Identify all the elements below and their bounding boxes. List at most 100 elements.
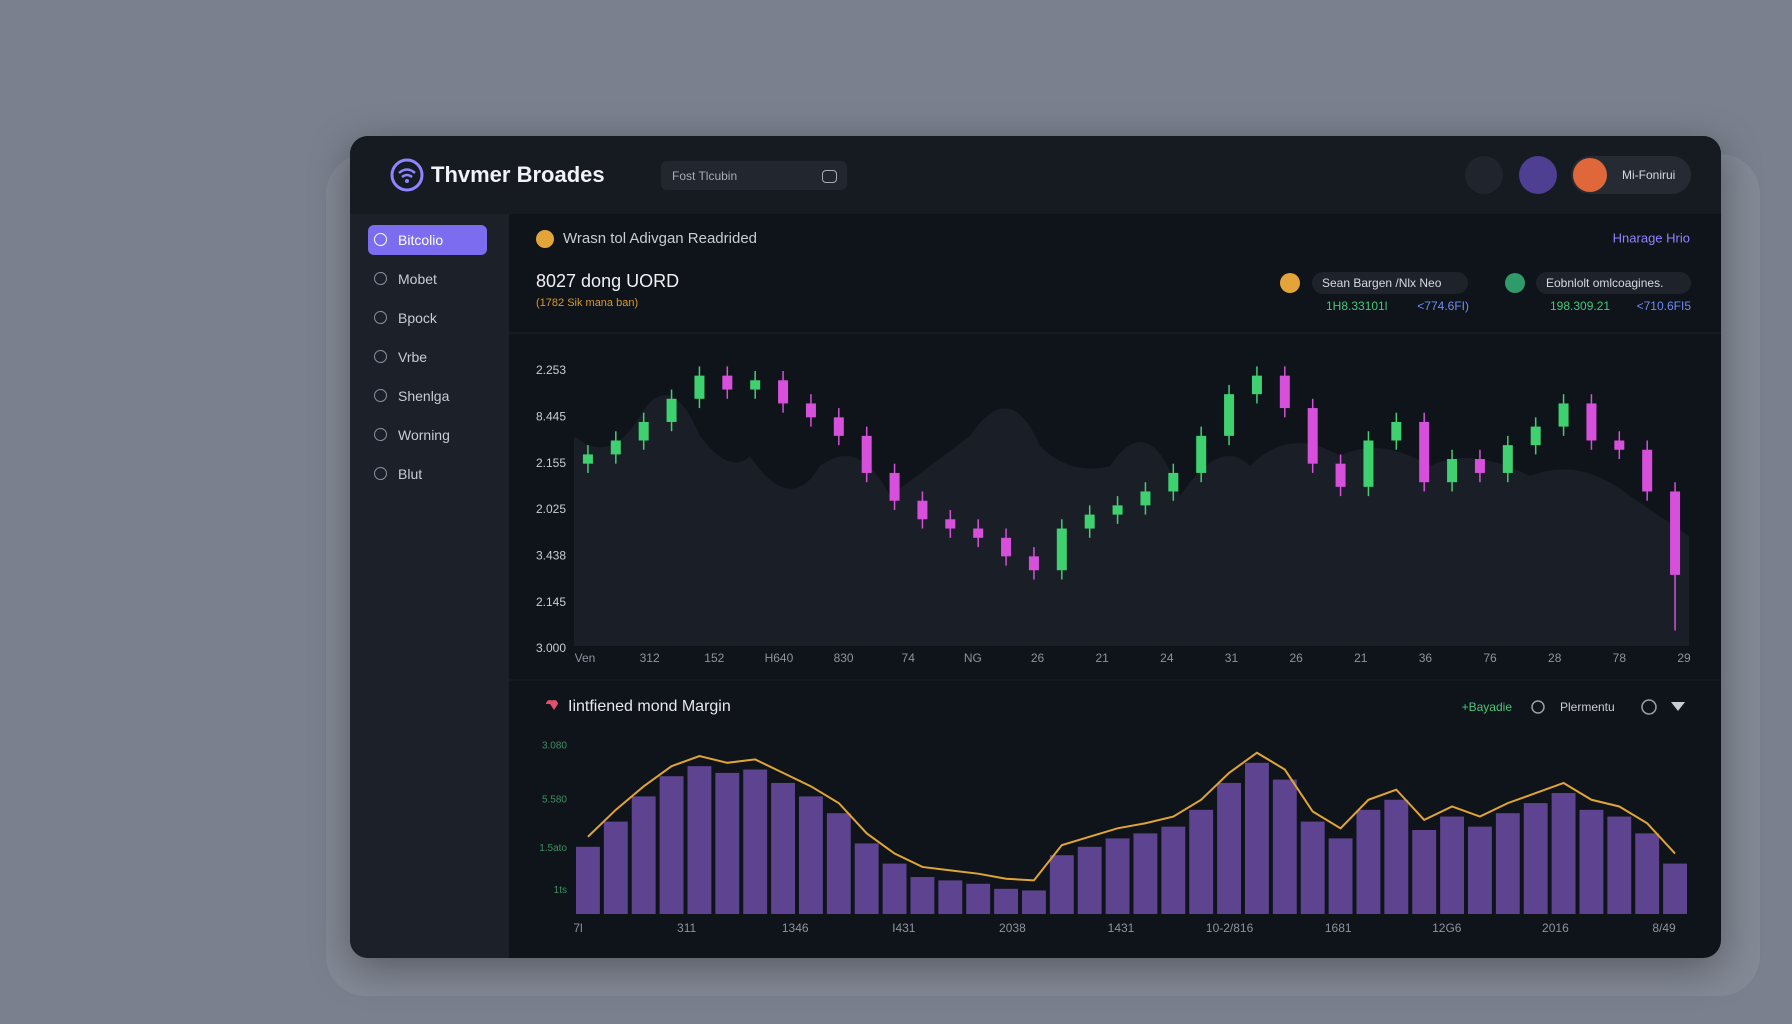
volume-bar — [1300, 821, 1325, 914]
nav-label: Worning — [398, 427, 450, 443]
volume-bar — [966, 883, 991, 914]
candle-body — [1391, 421, 1402, 441]
volume-bar — [771, 782, 795, 914]
heart-icon — [546, 700, 558, 710]
app-window: Thvmer Broades Fost Tlcubin Mi-Fonirui B… — [350, 136, 1721, 958]
volume-bar — [1328, 838, 1353, 914]
candle-body — [889, 472, 900, 501]
candle-body — [973, 528, 984, 538]
x-tick-label: 26 — [1031, 651, 1045, 665]
x-tick-label: 10-2/816 — [1206, 921, 1254, 935]
nav-item[interactable]: Vrbe — [368, 342, 487, 372]
candle-body — [1642, 449, 1653, 492]
candle-body — [1474, 459, 1485, 473]
x-tick-label: 311 — [677, 921, 696, 935]
x-tick-label: 26 — [1289, 651, 1303, 665]
y-tick-label: 3.080 — [542, 741, 567, 752]
x-tick-label: 21 — [1354, 651, 1368, 665]
volume-bar — [1635, 833, 1660, 914]
nav-item[interactable]: Mobet — [368, 264, 487, 294]
volume-bar — [687, 766, 712, 914]
x-tick-label: 830 — [834, 651, 854, 665]
nav-item[interactable]: Worning — [368, 420, 487, 450]
x-tick-label: 29 — [1677, 651, 1691, 665]
volume-bar — [1189, 809, 1214, 914]
x-tick-label: 312 — [640, 651, 660, 665]
nav-icon — [374, 233, 387, 246]
y-tick-label: 5.580 — [542, 794, 567, 805]
nav-label: Vrbe — [398, 349, 428, 365]
stat-value: 1H8.33101l — [1326, 299, 1387, 313]
panel-link[interactable]: Hnarage Hrio — [1613, 230, 1690, 245]
candle-body — [750, 380, 761, 390]
candle-body — [945, 519, 956, 529]
volume-bar — [715, 772, 740, 914]
x-tick-label: 74 — [902, 651, 916, 665]
nav-item[interactable]: Shenlga — [368, 381, 487, 411]
main-panel: Wrasn tol Adivgan Readrided Hnarage Hrio 8… — [509, 230, 1721, 935]
control-icon[interactable] — [1641, 699, 1657, 715]
pair-note: (1782 Sik mana ban) — [536, 297, 638, 309]
volume-bar — [1105, 838, 1130, 914]
y-tick-label: 2.253 — [536, 363, 566, 377]
volume-bar — [1607, 816, 1632, 914]
nav-item[interactable]: Bitcolio — [368, 225, 487, 255]
volume-bar — [659, 776, 684, 914]
control-label[interactable]: Plermentu — [1560, 700, 1615, 714]
nav-label: Mobet — [398, 271, 437, 287]
x-tick-label: H640 — [765, 651, 794, 665]
candle-body — [1196, 435, 1207, 473]
stat-change: <774.6FI) — [1417, 299, 1469, 313]
volume-bar — [1245, 762, 1269, 914]
chart-title: Iintfiened mond Margin — [568, 698, 731, 715]
bell-button[interactable] — [1465, 156, 1503, 194]
candle-body — [861, 435, 872, 473]
candle-body — [1502, 445, 1513, 473]
x-tick-label: 1681 — [1325, 921, 1352, 935]
y-tick-label: 2.155 — [536, 456, 566, 470]
header: Thvmer Broades Fost Tlcubin Mi-Fonirui — [350, 136, 1721, 214]
volume-bar — [826, 813, 851, 914]
y-tick-label: 1.5ato — [539, 843, 567, 854]
nav-item[interactable]: Bpock — [368, 303, 487, 333]
candle-body — [1614, 440, 1625, 450]
x-tick-label: 1431 — [1108, 921, 1135, 935]
pair-name: 8027 dong UORD — [536, 271, 679, 291]
y-tick-label: 2.145 — [536, 595, 566, 609]
profile[interactable]: Mi-Fonirui — [1571, 156, 1691, 194]
y-tick-label: 2.025 — [536, 502, 566, 516]
candle-body — [1140, 491, 1151, 506]
backdrop-area — [574, 395, 1689, 646]
volume-bar — [1384, 799, 1409, 914]
nav-label: Bitcolio — [398, 232, 444, 248]
volume-bar — [1356, 809, 1381, 914]
volume-bar — [1077, 846, 1102, 914]
stat-value: 198.309.21 — [1550, 299, 1610, 313]
wallet-button[interactable] — [1519, 156, 1557, 194]
nav-item[interactable]: Blut — [368, 459, 487, 489]
candle-body — [582, 454, 593, 464]
x-tick-label: 31 — [1225, 651, 1239, 665]
candle-body — [1001, 537, 1012, 557]
control-label[interactable]: +Bayadie — [1462, 700, 1513, 714]
candle-body — [1363, 440, 1374, 487]
x-tick-label: 12G6 — [1432, 921, 1462, 935]
candle-body — [638, 421, 649, 441]
volume-bar — [631, 796, 656, 914]
stat-change: <710.6FI5 — [1637, 299, 1692, 313]
y-tick-label: 1ts — [554, 885, 567, 896]
candle-body — [805, 403, 816, 418]
x-tick-label: 78 — [1613, 651, 1627, 665]
candle-body — [1335, 463, 1346, 487]
candle-body — [917, 500, 928, 520]
dropdown-icon[interactable] — [1671, 702, 1685, 711]
volume-bar — [1579, 809, 1604, 914]
volume-bar — [1049, 855, 1074, 914]
candle-body — [1224, 394, 1235, 436]
volume-bar — [1272, 779, 1297, 914]
search-box[interactable]: Fost Tlcubin — [661, 161, 847, 190]
stat-name: Sean Bargen /Nlx Neo — [1322, 276, 1442, 290]
volume-bar — [1551, 793, 1576, 914]
candle-body — [1028, 556, 1039, 571]
